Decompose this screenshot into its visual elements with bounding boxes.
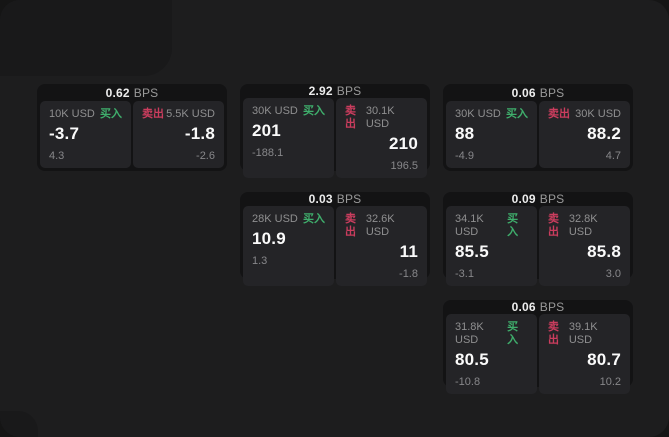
buy-price: -3.7 (49, 124, 80, 143)
sell-side-label: 卖出 (548, 321, 559, 346)
sell-side-label: 卖出 (548, 108, 570, 120)
sell-price-tile[interactable]: 卖出 30.1K USD 210 196.5 (336, 98, 427, 178)
buy-price: 201 (252, 121, 281, 140)
buy-secondary-value: 1.3 (252, 255, 268, 267)
sell-price-tile[interactable]: 卖出 39.1K USD 80.7 10.2 (539, 314, 630, 394)
buy-secondary-value: 4.3 (49, 150, 65, 162)
sell-amount: 32.8K USD (568, 213, 598, 238)
sell-secondary-value: 4.7 (605, 150, 621, 162)
sell-secondary-value: 3.0 (605, 268, 621, 280)
sell-side-label: 卖出 (142, 108, 164, 120)
sell-amount: 30.1K USD (365, 105, 395, 130)
sell-price-tile[interactable]: 卖出 5.5K USD -1.8 -2.6 (133, 101, 224, 168)
spread-header: 0.09 BPS (446, 192, 630, 206)
buy-price: 80.5 (455, 350, 489, 369)
buy-amount: 28K USD (252, 213, 298, 225)
spread-unit: BPS (336, 84, 362, 98)
buy-side-label: 买入 (507, 213, 519, 238)
sell-secondary-value: 196.5 (390, 160, 418, 172)
spread-value: 0.62 (105, 85, 130, 100)
sell-side-label: 卖出 (548, 213, 559, 238)
spread-unit: BPS (539, 85, 565, 100)
quote-card: 2.92 BPS 30K USD 买入 201 -188.1 卖出 30.1K … (240, 84, 430, 178)
buy-side-label: 买入 (303, 105, 325, 117)
spread-value: 0.09 (511, 192, 536, 206)
sell-secondary-value: -1.8 (399, 268, 418, 280)
spread-value: 0.06 (511, 300, 536, 314)
buy-price-tile[interactable]: 34.1K USD 买入 85.5 -3.1 (446, 206, 537, 286)
buy-price-tile[interactable]: 30K USD 买入 201 -188.1 (243, 98, 334, 178)
quote-card: 0.03 BPS 28K USD 买入 10.9 1.3 卖出 32.6K US… (240, 192, 430, 286)
sell-amount: 30K USD (575, 108, 621, 120)
buy-side-label: 买入 (507, 321, 519, 346)
buy-price-tile[interactable]: 30K USD 买入 88 -4.9 (446, 101, 537, 168)
buy-price-tile[interactable]: 10K USD 买入 -3.7 4.3 (40, 101, 131, 168)
sell-side-label: 卖出 (345, 213, 356, 238)
buy-price: 88 (455, 124, 475, 143)
buy-amount: 34.1K USD (455, 213, 484, 238)
buy-amount: 30K USD (252, 105, 298, 117)
sell-price-tile[interactable]: 卖出 30K USD 88.2 4.7 (539, 101, 630, 168)
buy-secondary-value: -3.1 (455, 268, 474, 280)
sell-amount: 32.6K USD (365, 213, 395, 238)
corner-shade-top-left (0, 0, 172, 76)
buy-side-label: 买入 (100, 108, 122, 120)
sell-amount: 5.5K USD (166, 108, 215, 120)
sell-price: 210 (389, 134, 418, 153)
quote-card: 0.06 BPS 30K USD 买入 88 -4.9 卖出 30K USD (443, 84, 633, 171)
buy-side-label: 买入 (303, 213, 325, 225)
sell-price: 11 (399, 242, 418, 261)
spread-header: 2.92 BPS (243, 84, 427, 98)
buy-amount: 31.8K USD (455, 321, 484, 346)
sell-secondary-value: 10.2 (599, 376, 621, 388)
buy-price: 10.9 (252, 229, 286, 248)
buy-price-tile[interactable]: 28K USD 买入 10.9 1.3 (243, 206, 334, 286)
buy-price-tile[interactable]: 31.8K USD 买入 80.5 -10.8 (446, 314, 537, 394)
quote-card: 0.06 BPS 31.8K USD 买入 80.5 -10.8 卖出 39.1… (443, 300, 633, 394)
sell-amount: 39.1K USD (568, 321, 598, 346)
spread-header: 0.06 BPS (446, 300, 630, 314)
spread-unit: BPS (133, 85, 159, 100)
quote-card: 0.62 BPS 10K USD 买入 -3.7 4.3 卖出 5.5K USD (37, 84, 227, 171)
spread-unit: BPS (336, 192, 362, 206)
sell-price-tile[interactable]: 卖出 32.6K USD 11 -1.8 (336, 206, 427, 286)
spread-unit: BPS (539, 300, 565, 314)
sell-price: 88.2 (587, 124, 621, 143)
quote-card-grid: 0.62 BPS 10K USD 买入 -3.7 4.3 卖出 5.5K USD (37, 84, 633, 394)
spread-value: 0.03 (308, 192, 333, 206)
sell-price: 85.8 (587, 242, 621, 261)
sell-price-tile[interactable]: 卖出 32.8K USD 85.8 3.0 (539, 206, 630, 286)
buy-price: 85.5 (455, 242, 489, 261)
corner-shade-bottom-left (0, 411, 38, 437)
spread-header: 0.03 BPS (243, 192, 427, 206)
sell-side-label: 卖出 (345, 105, 356, 130)
quote-card: 0.09 BPS 34.1K USD 买入 85.5 -3.1 卖出 32.8K… (443, 192, 633, 286)
sell-price: 80.7 (587, 350, 621, 369)
buy-amount: 30K USD (455, 108, 501, 120)
spread-header: 0.62 BPS (40, 84, 224, 101)
sell-price: -1.8 (184, 124, 215, 143)
buy-amount: 10K USD (49, 108, 95, 120)
buy-side-label: 买入 (506, 108, 528, 120)
buy-secondary-value: -10.8 (455, 376, 481, 388)
spread-value: 2.92 (308, 84, 333, 98)
spread-value: 0.06 (511, 85, 536, 100)
spread-header: 0.06 BPS (446, 84, 630, 101)
buy-secondary-value: -4.9 (455, 150, 474, 162)
spread-unit: BPS (539, 192, 565, 206)
sell-secondary-value: -2.6 (196, 150, 215, 162)
buy-secondary-value: -188.1 (252, 147, 284, 159)
